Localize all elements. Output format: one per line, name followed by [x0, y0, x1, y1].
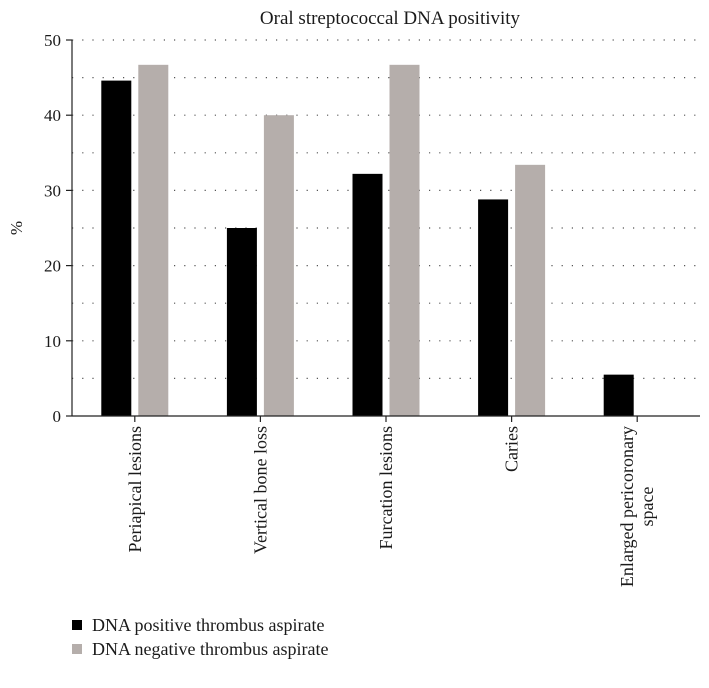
- x-category-label: Furcation lesions: [376, 426, 396, 550]
- bars: [101, 64, 638, 422]
- bar-chart: Oral streptococcal DNA positivity % 0 10 2…: [7, 8, 700, 587]
- y-tick-label: 0: [53, 407, 62, 426]
- y-tick-label: 30: [44, 181, 61, 200]
- bar-dna-negative: [515, 164, 546, 416]
- y-tick-label: 40: [44, 106, 61, 125]
- chart-title: Oral streptococcal DNA positivity: [260, 8, 521, 29]
- bar-dna-positive: [101, 80, 132, 416]
- bar-dna-negative: [138, 64, 169, 416]
- x-category-label: Vertical bone loss: [250, 426, 270, 554]
- bar-dna-positive: [352, 173, 383, 416]
- y-axis-label: %: [7, 221, 26, 235]
- bar-dna-positive: [603, 374, 634, 416]
- y-tick-label: 20: [44, 257, 61, 276]
- bar-dna-positive: [478, 199, 509, 416]
- x-category-label: Periapical lesions: [125, 426, 145, 552]
- legend-swatch-negative: [72, 644, 82, 654]
- bar-dna-negative: [263, 115, 294, 416]
- legend-item-negative: DNA negative thrombus aspirate: [72, 637, 328, 661]
- legend-label-positive: DNA positive thrombus aspirate: [92, 614, 325, 635]
- bar-dna-positive: [226, 228, 257, 416]
- x-category-label: Enlarged pericoronaryspace: [617, 426, 657, 587]
- legend-item-positive: DNA positive thrombus aspirate: [72, 613, 328, 637]
- legend-swatch-positive: [72, 620, 82, 630]
- legend-label-negative: DNA negative thrombus aspirate: [92, 638, 329, 659]
- y-tick-label: 50: [44, 31, 61, 50]
- x-category-labels: Periapical lesions Vertical bone loss Furc…: [125, 426, 657, 587]
- legend: DNA positive thrombus aspirate DNA negat…: [72, 613, 328, 661]
- y-ticks: 0 10 20 30 40 50: [44, 31, 72, 426]
- bar-dna-negative: [389, 64, 420, 416]
- x-category-label: Caries: [502, 426, 522, 472]
- y-tick-label: 10: [44, 332, 61, 351]
